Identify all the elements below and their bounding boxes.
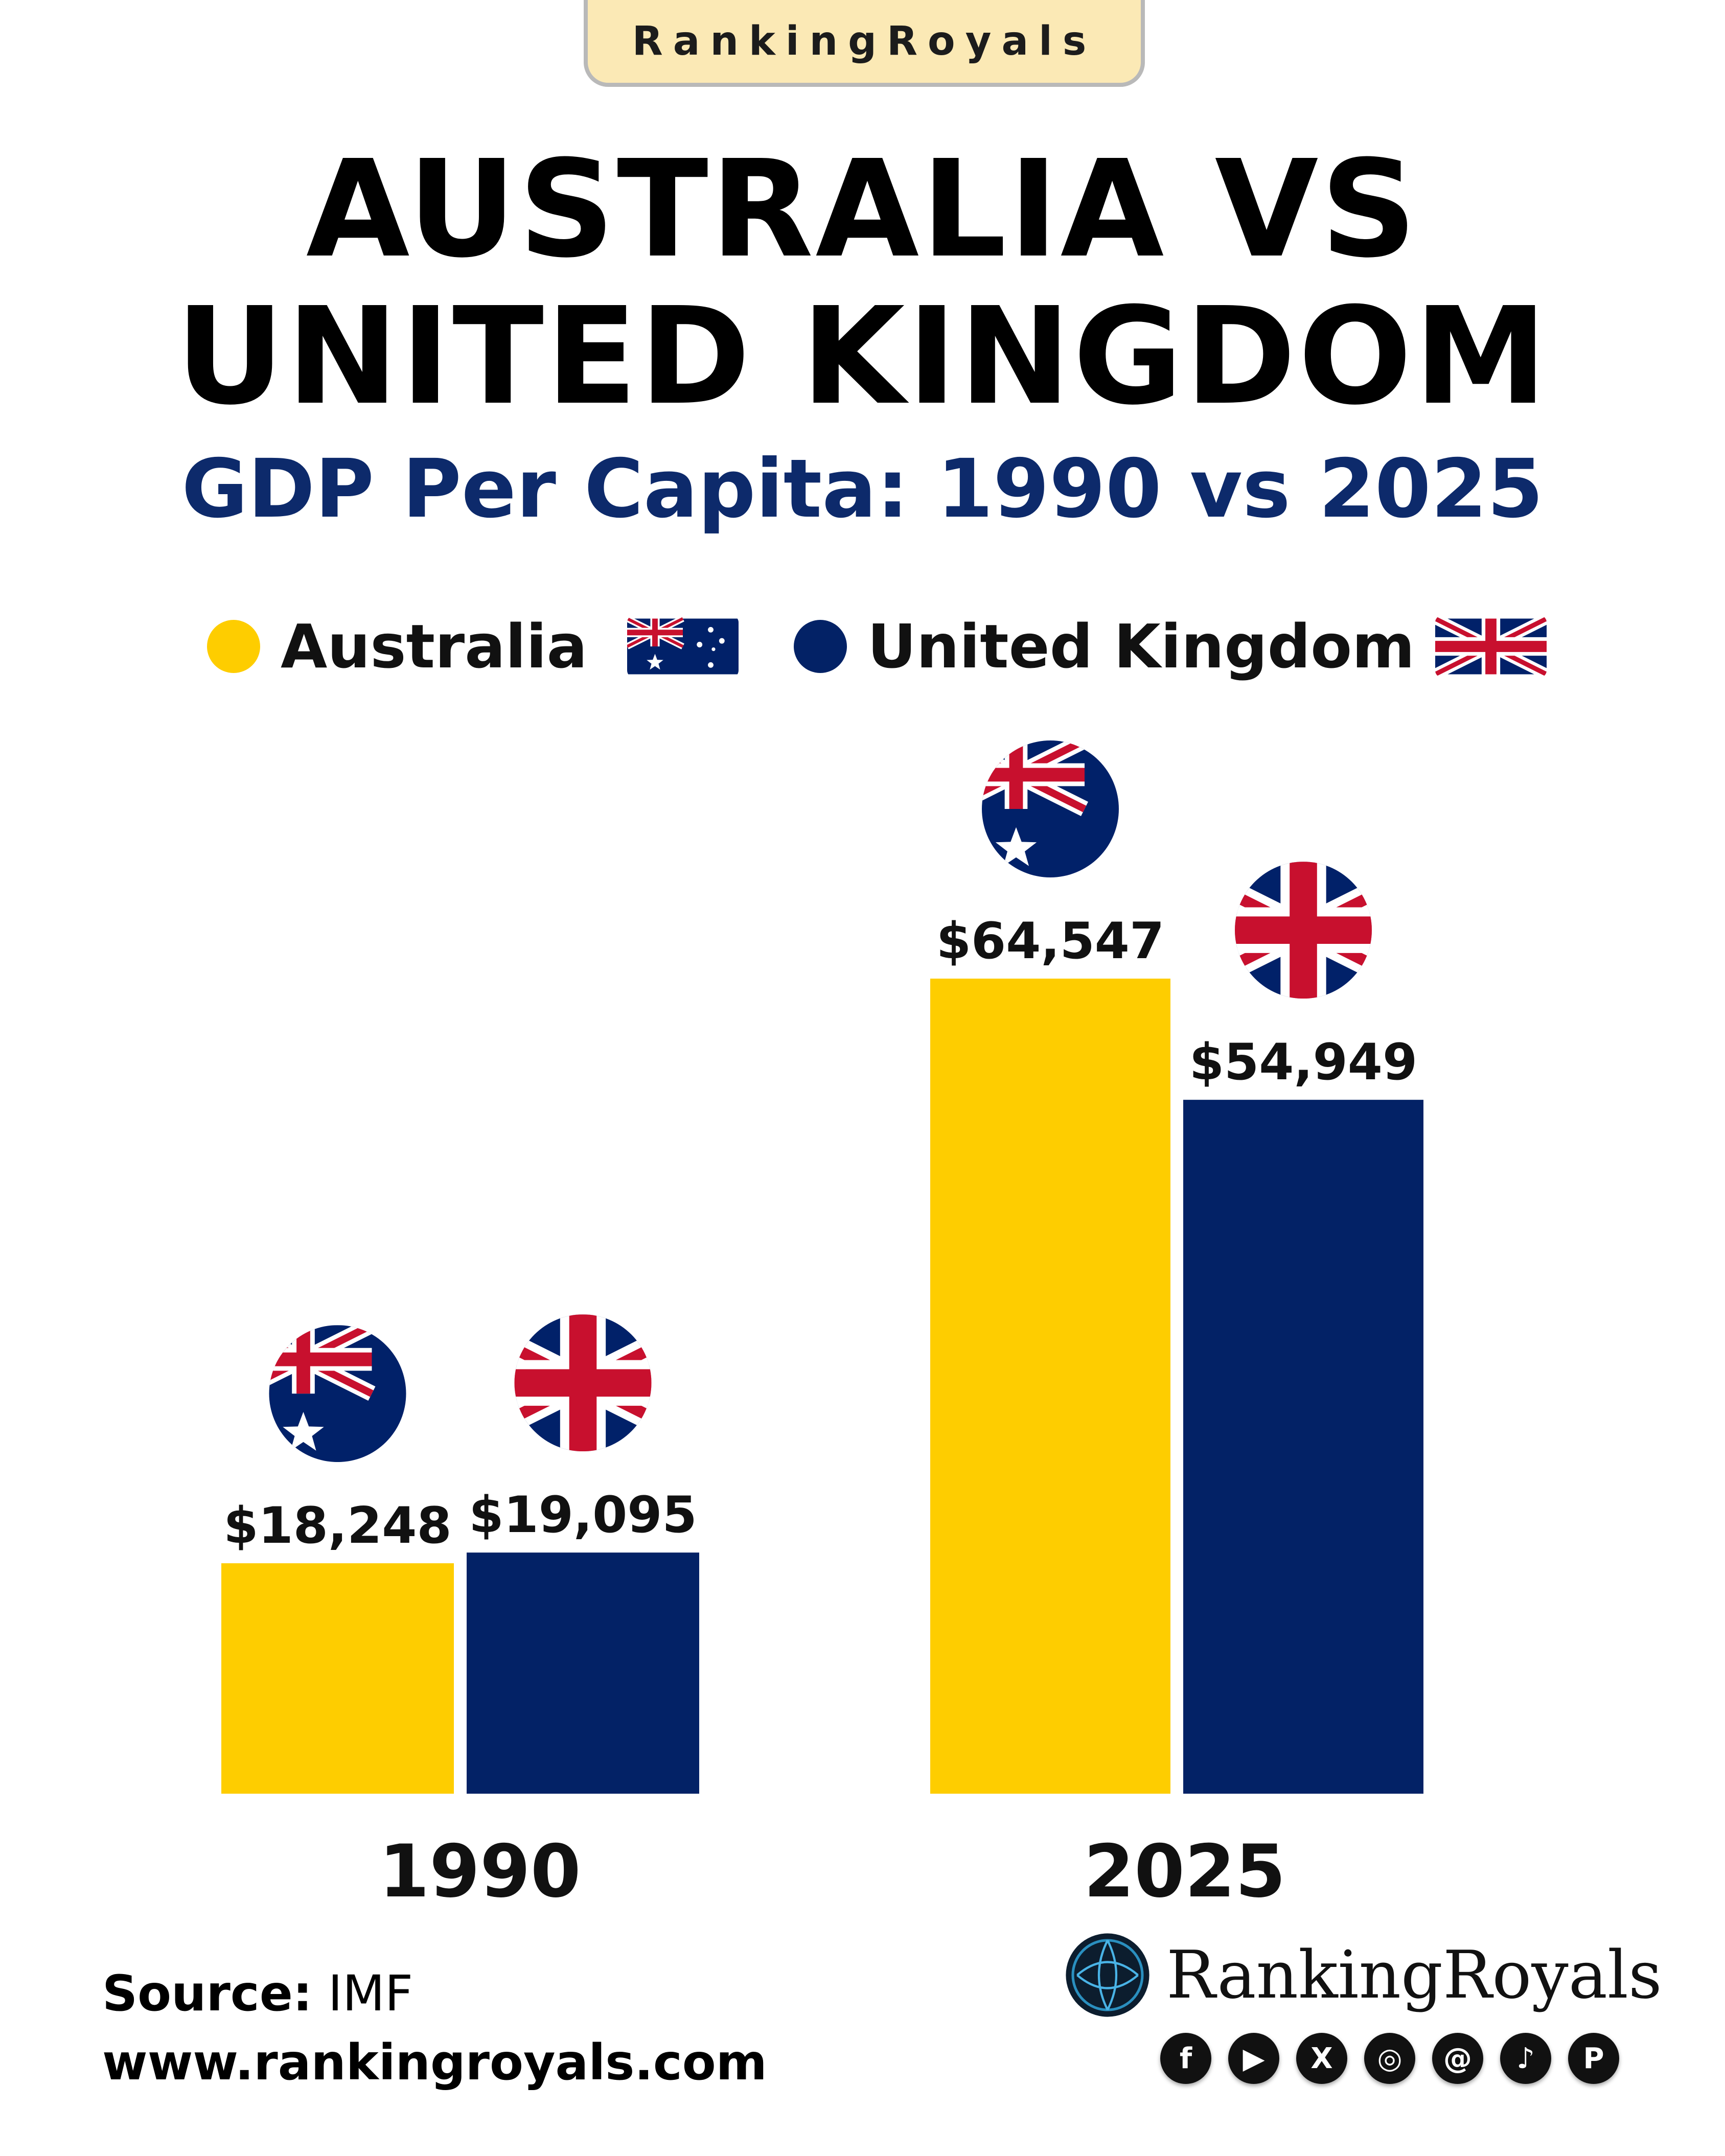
footer-brand-name: RankingRoyals: [1166, 1937, 1662, 2013]
threads-icon[interactable]: @: [1432, 2033, 1483, 2084]
source-label: Source:: [102, 1965, 313, 2022]
page-title-line2: UNITED KINGDOM: [175, 279, 1550, 434]
australia-round-flag-icon: [948, 740, 1222, 877]
website-link[interactable]: www.rankingroyals.com: [102, 2034, 767, 2091]
chart-subtitle: GDP Per Capita: 1990 vs 2025: [181, 442, 1544, 536]
legend-swatch-united-kingdom: [794, 620, 847, 673]
source-note: Source: IMF: [102, 1965, 413, 2022]
united-kingdom-flag-icon: [1435, 615, 1547, 678]
pinterest-icon[interactable]: P: [1568, 2033, 1619, 2084]
united-kingdom-round-flag-icon: [446, 1314, 720, 1451]
ranking-royals-logo-icon: [1066, 1933, 1149, 2017]
australia-round-flag-icon: [235, 1325, 509, 1462]
legend-item-australia: Australia: [207, 608, 739, 685]
x-tick-label-2025: 2025: [1084, 1829, 1286, 1914]
x-icon[interactable]: X: [1296, 2033, 1347, 2084]
footer-brand: RankingRoyals: [1064, 1932, 1662, 2019]
legend-item-united-kingdom: United Kingdom: [794, 608, 1547, 685]
united-kingdom-round-flag-icon: [1166, 862, 1440, 999]
australia-flag-icon: [627, 615, 739, 678]
legend-label-australia: Australia: [281, 611, 588, 682]
social-links: f ▶ X ◎ @ ♪ P: [1160, 2033, 1636, 2084]
tiktok-icon[interactable]: ♪: [1500, 2033, 1551, 2084]
bar-united-kingdom-1990: [467, 1552, 699, 1794]
bar-united-kingdom-2025: [1183, 1100, 1423, 1794]
legend-swatch-australia: [207, 620, 260, 673]
data-label-australia-2025: $64,547: [936, 912, 1164, 970]
data-label-united-kingdom-2025: $54,949: [1189, 1033, 1417, 1092]
x-tick-label-1990: 1990: [379, 1829, 581, 1914]
legend-label-united-kingdom: United Kingdom: [867, 611, 1415, 682]
brand-badge: RankingRoyals: [584, 0, 1145, 87]
source-value: IMF: [328, 1965, 413, 2022]
data-label-united-kingdom-1990: $19,095: [469, 1486, 697, 1544]
bar-chart: $18,248 $19,095 $64,547 $54,949: [221, 715, 1440, 1794]
data-label-australia-1990: $18,248: [223, 1497, 451, 1555]
instagram-icon[interactable]: ◎: [1364, 2033, 1415, 2084]
bar-australia-2025: [930, 979, 1170, 1794]
youtube-icon[interactable]: ▶: [1228, 2033, 1279, 2084]
page-title-line1: AUSTRALIA VS: [306, 131, 1419, 287]
bar-australia-1990: [221, 1563, 454, 1794]
facebook-icon[interactable]: f: [1160, 2033, 1211, 2084]
